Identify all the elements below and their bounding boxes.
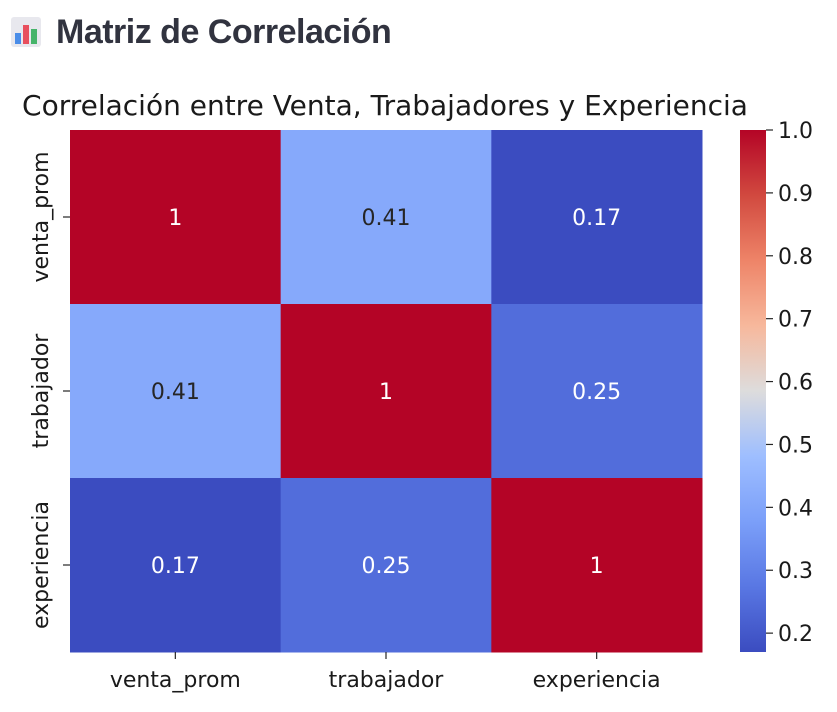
cell-value-label: 0.17 — [572, 206, 621, 231]
colorbar-tick-label: 1.0 — [778, 119, 813, 144]
cell-value-label: 0.25 — [572, 380, 621, 405]
cell-value-label: 0.25 — [362, 554, 411, 579]
page-header: Matriz de Correlación — [10, 10, 392, 54]
heatmap-cell — [491, 130, 703, 305]
page-title: Matriz de Correlación — [56, 12, 392, 51]
cell-value-label: 0.41 — [151, 380, 200, 405]
cell-value-label: 1 — [590, 554, 604, 579]
colorbar-tick-label: 0.8 — [778, 245, 813, 270]
cell-value-label: 1 — [379, 380, 393, 405]
colorbar-tick-label: 0.9 — [778, 182, 813, 207]
bar-chart-icon — [11, 17, 41, 47]
x-tick-label: venta_prom — [110, 668, 241, 693]
heatmap-cell — [280, 304, 492, 479]
y-tick-label: experiencia — [29, 501, 54, 629]
heatmap-cell — [70, 130, 282, 305]
heatmap-cell — [280, 130, 492, 305]
chart-title: Correlación entre Venta, Trabajadores y … — [22, 89, 748, 122]
colorbar-tick-label: 0.5 — [778, 433, 813, 458]
colorbar-tick-label: 0.6 — [778, 371, 813, 396]
heatmap-cell — [70, 478, 282, 653]
heatmap-cell — [491, 478, 703, 653]
heatmap-cell — [70, 304, 282, 479]
colorbar-gradient — [740, 130, 766, 652]
heatmap-cell — [491, 304, 703, 479]
y-tick-label: trabajador — [29, 333, 54, 449]
x-tick-label: trabajador — [329, 668, 445, 693]
heatmap-cell — [280, 478, 492, 653]
cell-value-label: 0.41 — [362, 206, 411, 231]
colorbar-tick-label: 0.4 — [778, 496, 813, 521]
colorbar-tick-label: 0.7 — [778, 308, 813, 333]
cell-value-label: 1 — [168, 206, 182, 231]
x-tick-label: experiencia — [533, 668, 661, 693]
y-tick-label: venta_prom — [29, 151, 54, 282]
colorbar-tick-label: 0.3 — [778, 559, 813, 584]
cell-value-label: 0.17 — [151, 554, 200, 579]
colorbar-tick-label: 0.2 — [778, 622, 813, 647]
